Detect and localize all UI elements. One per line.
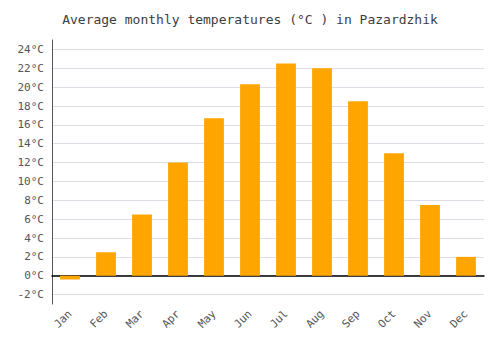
svg-text:0°C: 0°C xyxy=(24,269,44,282)
svg-text:-2°C: -2°C xyxy=(18,288,45,301)
svg-text:8°C: 8°C xyxy=(24,194,44,207)
svg-text:Jan: Jan xyxy=(51,307,74,330)
svg-text:18°C: 18°C xyxy=(18,100,45,113)
svg-text:Average monthly temperatures (: Average monthly temperatures (°C ) in Pa… xyxy=(62,12,438,27)
svg-text:Jul: Jul xyxy=(267,307,290,330)
svg-text:14°C: 14°C xyxy=(18,137,45,150)
svg-text:Apr: Apr xyxy=(159,307,182,330)
svg-text:4°C: 4°C xyxy=(24,232,44,245)
svg-text:2°C: 2°C xyxy=(24,250,44,263)
svg-text:10°C: 10°C xyxy=(18,175,45,188)
svg-text:May: May xyxy=(195,307,218,330)
svg-text:Oct: Oct xyxy=(375,307,398,330)
svg-text:Mar: Mar xyxy=(123,307,146,330)
svg-text:22°C: 22°C xyxy=(18,62,45,75)
svg-text:16°C: 16°C xyxy=(18,118,45,131)
svg-text:20°C: 20°C xyxy=(18,81,45,94)
svg-text:Aug: Aug xyxy=(303,307,326,330)
svg-text:Feb: Feb xyxy=(87,307,110,330)
svg-text:Sep: Sep xyxy=(339,307,362,330)
svg-text:12°C: 12°C xyxy=(18,156,45,169)
svg-text:Nov: Nov xyxy=(411,307,434,330)
svg-text:Jun: Jun xyxy=(231,307,254,330)
svg-text:24°C: 24°C xyxy=(18,43,45,56)
svg-text:6°C: 6°C xyxy=(24,213,44,226)
svg-text:Dec: Dec xyxy=(447,307,470,330)
